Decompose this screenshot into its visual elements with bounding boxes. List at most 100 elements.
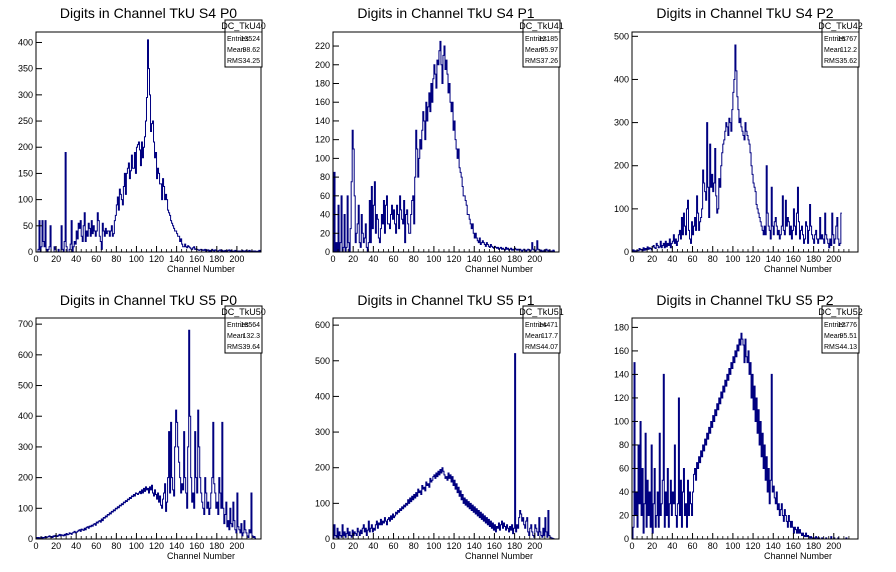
- y-tick-label: 0: [325, 247, 330, 257]
- x-tick-label: 140: [467, 254, 482, 264]
- x-tick-label: 80: [409, 254, 419, 264]
- y-tick-label: 140: [614, 369, 629, 379]
- stats-value-rms: 34.25: [242, 58, 260, 65]
- stats-label-mean: Mean: [227, 47, 245, 54]
- stats-name: DC_TkU50: [221, 307, 266, 317]
- stats-value-rms: 44.13: [839, 344, 857, 351]
- x-tick-label: 0: [33, 254, 38, 264]
- y-tick-label: 0: [624, 534, 629, 544]
- x-axis-label: Channel Number: [167, 551, 235, 561]
- stats-value-mean: 95.51: [839, 333, 857, 340]
- x-tick-label: 20: [348, 254, 358, 264]
- y-tick-label: 200: [315, 60, 330, 70]
- stats-label-entries: Entries: [824, 36, 846, 43]
- x-axis-label: Channel Number: [167, 264, 235, 274]
- x-tick-label: 40: [368, 254, 378, 264]
- stats-label-mean: Mean: [525, 47, 543, 54]
- stats-label-rms: RMS: [227, 344, 243, 351]
- y-tick-label: 200: [18, 473, 33, 483]
- y-tick-label: 120: [315, 135, 330, 145]
- x-tick-label: 100: [725, 541, 740, 551]
- y-tick-label: 400: [18, 411, 33, 421]
- y-tick-label: 500: [18, 381, 33, 391]
- x-tick-label: 80: [409, 541, 419, 551]
- y-tick-label: 160: [614, 346, 629, 356]
- x-tick-label: 120: [447, 254, 462, 264]
- y-tick-label: 600: [18, 350, 33, 360]
- y-tick-label: 400: [614, 74, 629, 84]
- y-tick-label: 140: [315, 116, 330, 126]
- stats-label-entries: Entries: [227, 322, 249, 329]
- x-tick-label: 180: [507, 541, 522, 551]
- y-tick-label: 80: [320, 172, 330, 182]
- y-tick-label: 100: [614, 204, 629, 214]
- stats-label-entries: Entries: [525, 36, 547, 43]
- stats-name: DC_TkU42: [818, 21, 863, 31]
- histogram-line: [632, 332, 856, 539]
- plot-frame: [35, 317, 262, 540]
- y-tick-label: 80: [619, 440, 629, 450]
- chart-title: Digits in Channel TkU S5 P2: [656, 292, 833, 308]
- x-tick-label: 80: [111, 254, 121, 264]
- stats-value-entries: 14471: [539, 322, 559, 329]
- x-tick-label: 100: [426, 541, 441, 551]
- y-tick-label: 60: [619, 463, 629, 473]
- y-tick-label: 400: [18, 37, 33, 47]
- x-tick-label: 160: [786, 541, 801, 551]
- x-tick-label: 40: [71, 541, 81, 551]
- x-tick-label: 140: [467, 541, 482, 551]
- x-tick-label: 180: [806, 254, 821, 264]
- x-tick-label: 180: [806, 541, 821, 551]
- x-tick-label: 200: [527, 541, 542, 551]
- y-tick-label: 50: [23, 221, 33, 231]
- x-tick-label: 0: [330, 254, 335, 264]
- stats-label-rms: RMS: [525, 58, 541, 65]
- chart-title: Digits in Channel TkU S4 P1: [357, 5, 534, 21]
- x-tick-label: 0: [629, 254, 634, 264]
- chart-title: Digits in Channel TkU S4 P0: [60, 5, 237, 21]
- y-tick-label: 0: [624, 247, 629, 257]
- x-tick-label: 200: [826, 541, 841, 551]
- x-tick-label: 120: [746, 254, 761, 264]
- y-tick-label: 180: [315, 78, 330, 88]
- x-tick-label: 120: [746, 541, 761, 551]
- histogram-pad-4: Digits in Channel TkU S5 P1 0 20 40 60 80 100 1…: [315, 292, 564, 561]
- stats-label-mean: Mean: [824, 333, 842, 340]
- y-tick-label: 40: [320, 210, 330, 220]
- x-tick-label: 100: [129, 254, 144, 264]
- x-tick-label: 20: [647, 254, 657, 264]
- stats-label-mean: Mean: [227, 333, 245, 340]
- x-tick-label: 160: [487, 254, 502, 264]
- x-tick-label: 160: [786, 254, 801, 264]
- stats-label-mean: Mean: [525, 333, 543, 340]
- x-tick-label: 160: [189, 254, 204, 264]
- x-tick-label: 100: [129, 541, 144, 551]
- y-tick-label: 200: [18, 142, 33, 152]
- x-tick-label: 140: [766, 541, 781, 551]
- y-tick-label: 700: [18, 319, 33, 329]
- y-tick-label: 160: [315, 97, 330, 107]
- histogram-pad-1: Digits in Channel TkU S4 P1 0 20 40 60 80 100 1…: [315, 5, 564, 274]
- stats-label-rms: RMS: [824, 344, 840, 351]
- stats-box: [224, 305, 263, 354]
- x-tick-label: 0: [330, 541, 335, 551]
- stats-value-mean: 112.2: [840, 47, 857, 54]
- y-tick-label: 20: [320, 228, 330, 238]
- y-tick-label: 180: [614, 322, 629, 332]
- x-tick-label: 60: [91, 254, 101, 264]
- x-axis-label: Channel Number: [465, 264, 533, 274]
- histogram-pad-0: Digits in Channel TkU S4 P0 0 20 40 60 80 100 1…: [18, 5, 266, 274]
- chart-title: Digits in Channel TkU S5 P0: [60, 292, 237, 308]
- x-tick-label: 100: [426, 254, 441, 264]
- x-tick-label: 60: [389, 541, 399, 551]
- x-tick-label: 20: [51, 254, 61, 264]
- stats-value-rms: 35.62: [839, 58, 857, 65]
- x-axis-label: Channel Number: [465, 551, 533, 561]
- stats-value-rms: 39.64: [242, 344, 260, 351]
- stats-value-rms: 44.07: [540, 344, 558, 351]
- y-tick-label: 40: [619, 487, 629, 497]
- y-tick-label: 220: [315, 41, 330, 51]
- x-tick-label: 200: [826, 254, 841, 264]
- histogram-pad-3: Digits in Channel TkU S5 P0 0 20 40 60 80 100 1…: [18, 292, 266, 561]
- stats-value-rms: 37.26: [540, 58, 558, 65]
